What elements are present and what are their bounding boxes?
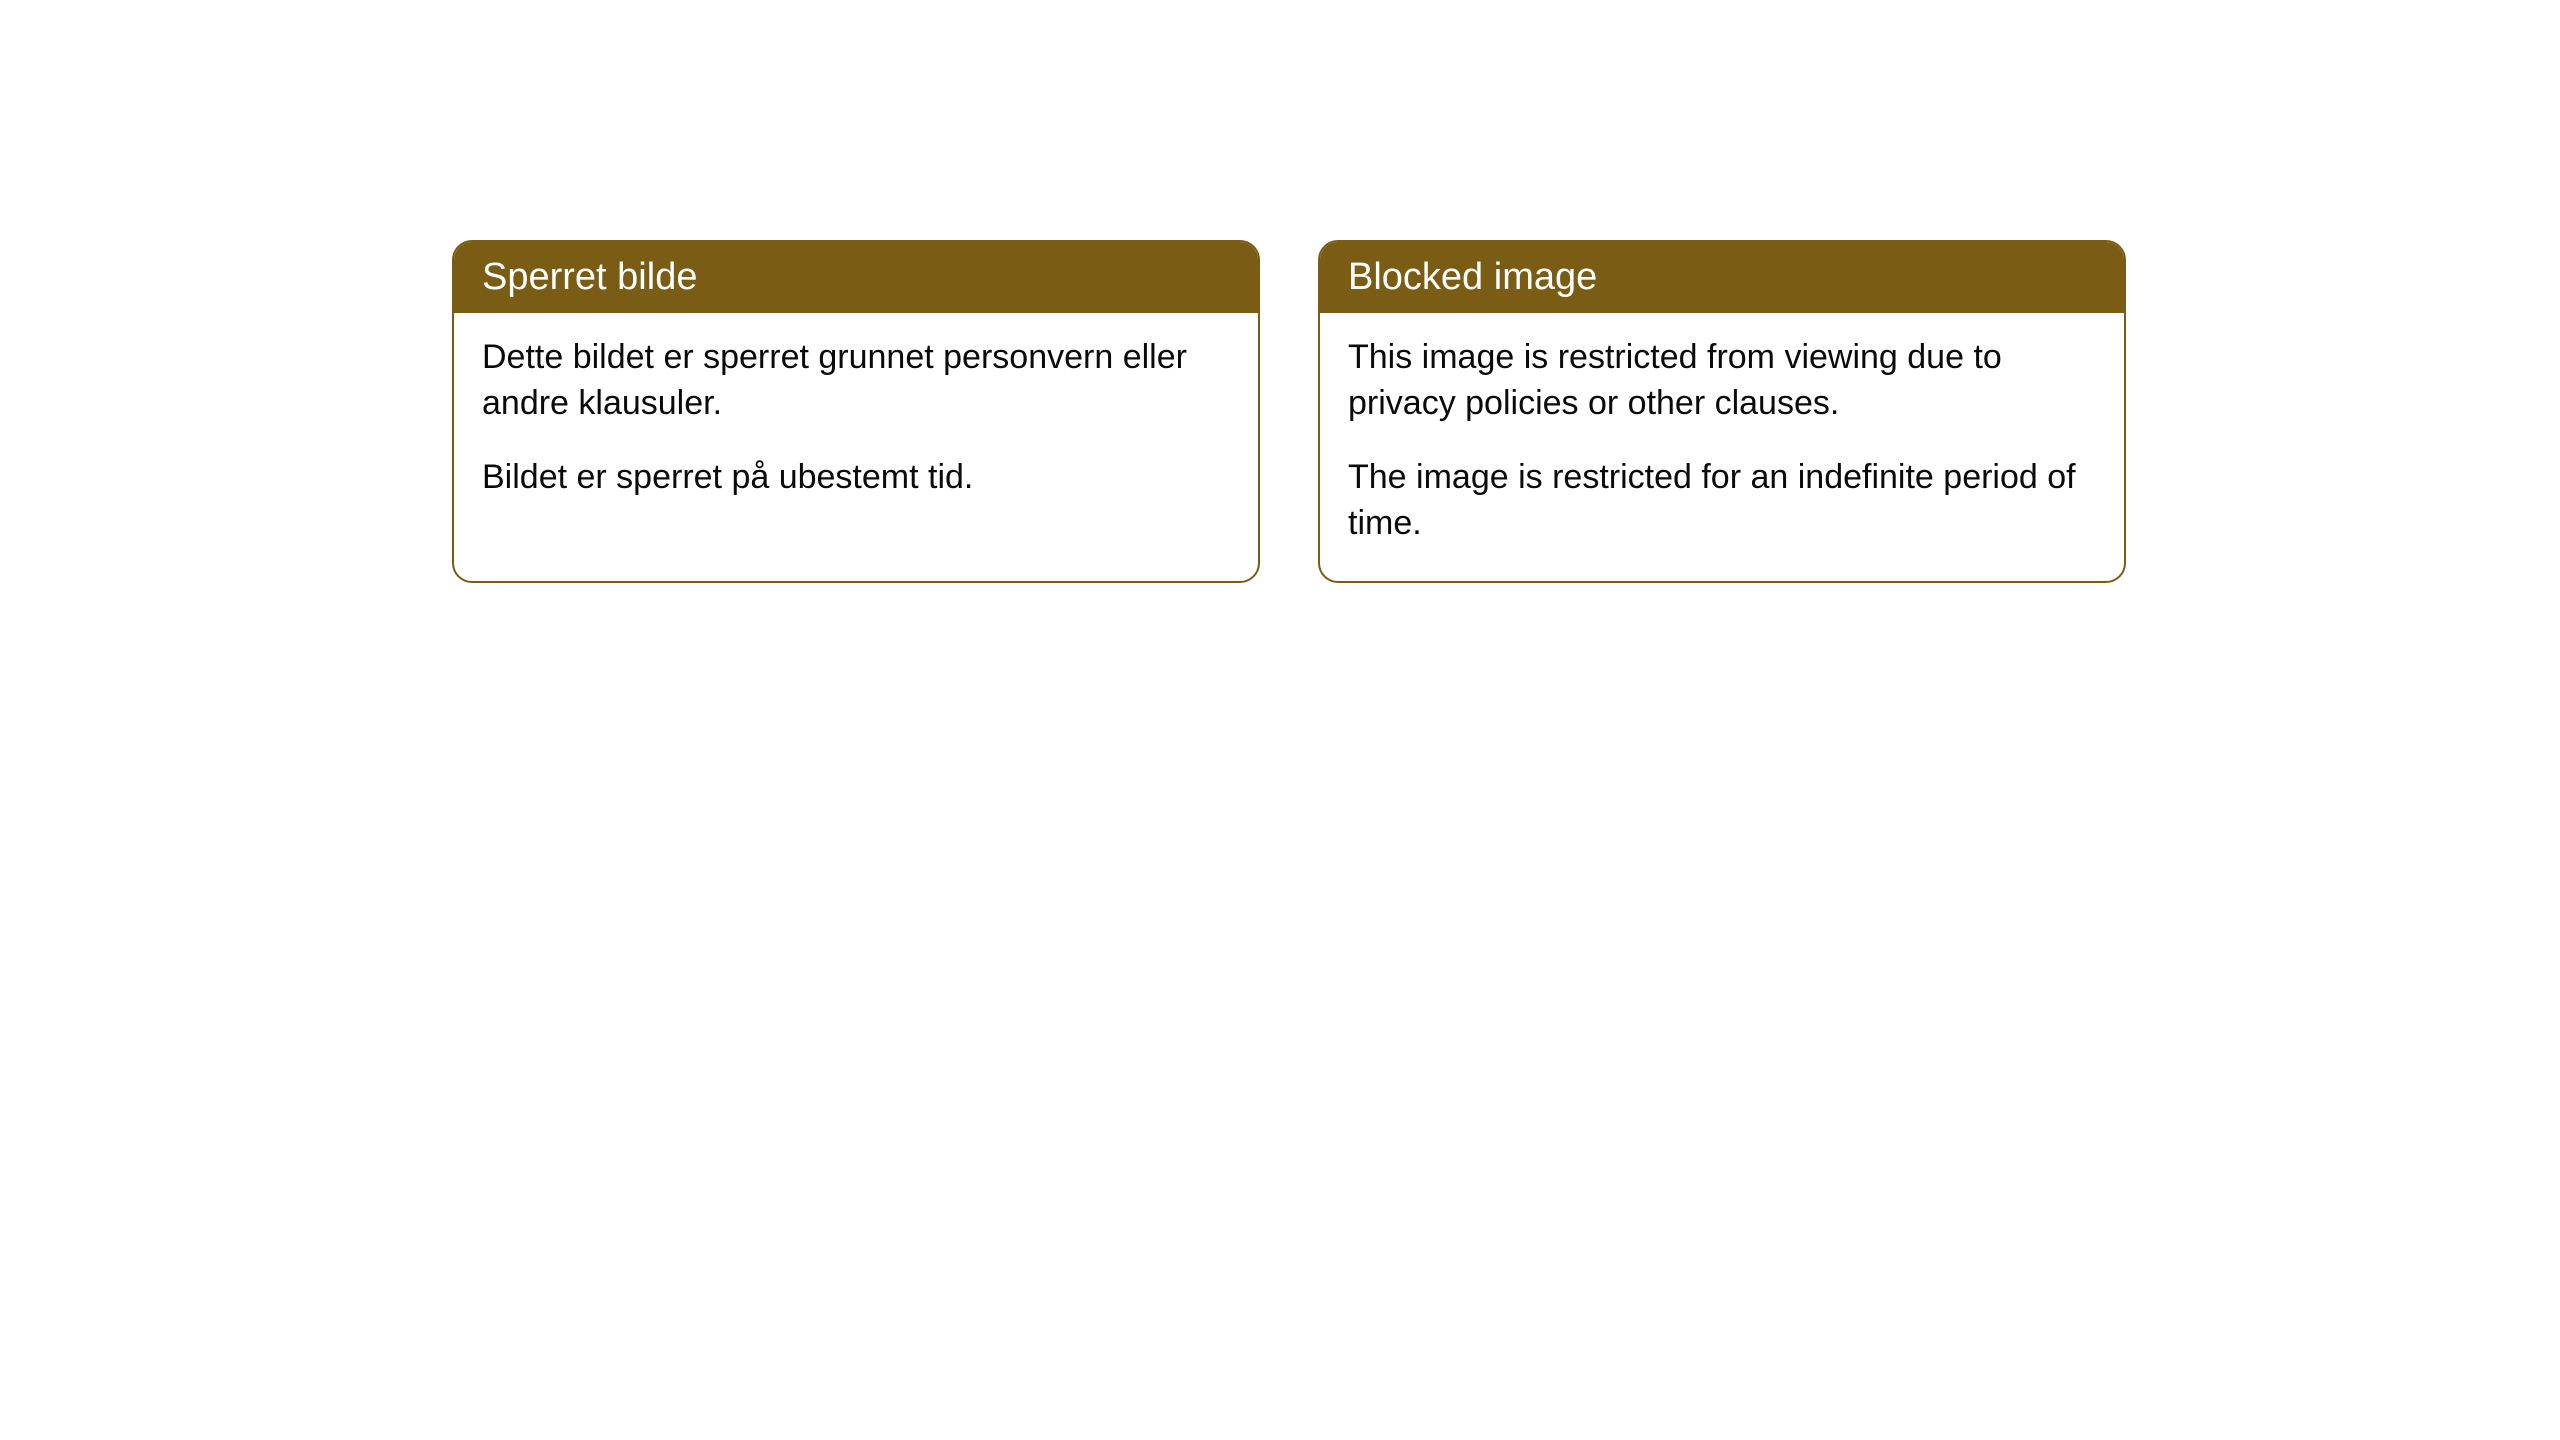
card-paragraph-1: This image is restricted from viewing du… — [1348, 335, 2096, 427]
card-header-english: Blocked image — [1320, 242, 2124, 313]
card-paragraph-2: The image is restricted for an indefinit… — [1348, 455, 2096, 547]
card-title: Sperret bilde — [482, 256, 697, 298]
card-body-norwegian: Dette bildet er sperret grunnet personve… — [454, 313, 1258, 535]
card-paragraph-2: Bildet er sperret på ubestemt tid. — [482, 455, 1230, 501]
card-body-english: This image is restricted from viewing du… — [1320, 313, 2124, 581]
card-header-norwegian: Sperret bilde — [454, 242, 1258, 313]
card-english: Blocked image This image is restricted f… — [1318, 240, 2126, 583]
card-norwegian: Sperret bilde Dette bildet er sperret gr… — [452, 240, 1260, 583]
cards-container: Sperret bilde Dette bildet er sperret gr… — [452, 240, 2126, 583]
card-paragraph-1: Dette bildet er sperret grunnet personve… — [482, 335, 1230, 427]
card-title: Blocked image — [1348, 256, 1597, 298]
